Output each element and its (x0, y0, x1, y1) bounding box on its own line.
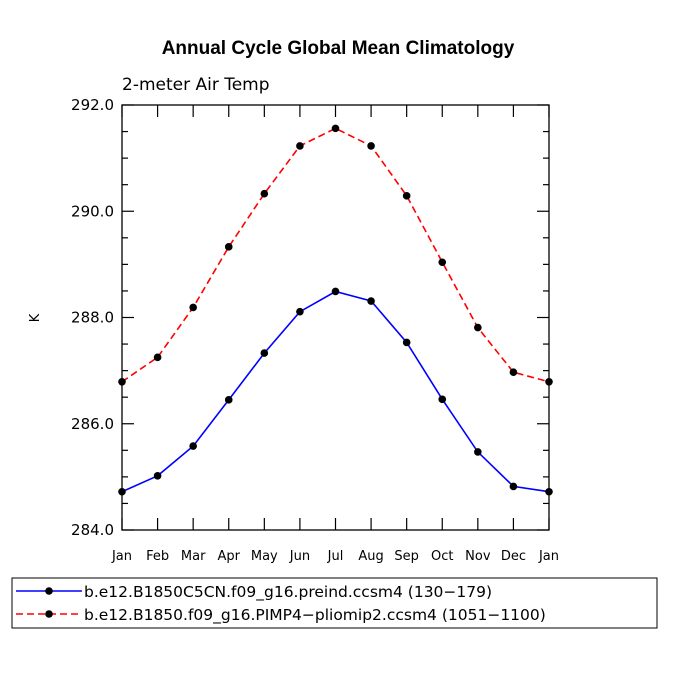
data-point (545, 377, 553, 386)
data-point (118, 377, 126, 386)
data-point (474, 323, 482, 332)
data-point (260, 189, 269, 198)
data-point (260, 349, 269, 357)
y-axis-label: K (28, 313, 43, 322)
data-point (509, 482, 518, 491)
x-tick-label: Mar (181, 549, 206, 564)
data-point (296, 307, 304, 316)
data-point (296, 142, 304, 150)
data-point (474, 448, 482, 456)
series-line-1 (121, 290, 550, 493)
chart-title: Annual Cycle Global Mean Climatology (162, 38, 515, 59)
x-tick-label: Sep (394, 549, 419, 564)
data-point (224, 243, 233, 251)
data-point (402, 192, 411, 200)
data-point (367, 142, 375, 150)
legend-box (11, 577, 658, 629)
x-tick-label: Dec (501, 549, 526, 564)
y-tick-label: 286.0 (71, 415, 114, 433)
y-tick-label: 292.0 (71, 96, 114, 114)
legend-marker (45, 587, 53, 595)
x-tick-label: Feb (146, 549, 169, 564)
data-point (545, 487, 553, 496)
data-point (402, 338, 411, 347)
legend-entry-2: b.e12.B1850.f09_g16.PIMP4−pliomip2.ccsm4… (84, 606, 546, 625)
x-tick-label: Aug (358, 549, 383, 564)
data-point (331, 124, 340, 133)
chart-subtitle: 2-meter Air Temp (122, 75, 270, 95)
data-point (118, 487, 126, 496)
x-tick-label: Jan (538, 549, 559, 564)
x-tick-label: Apr (218, 549, 241, 564)
legend-marker (45, 610, 53, 618)
x-tick-label: Nov (465, 549, 491, 564)
x-tick-label: Jul (327, 549, 344, 564)
data-point (509, 368, 518, 377)
y-tick-label: 288.0 (71, 309, 114, 327)
legend-entry-1: b.e12.B1850C5CN.f09_g16.preind.ccsm4 (13… (84, 583, 492, 602)
data-point (189, 303, 197, 312)
x-tick-label: Jun (289, 549, 310, 564)
data-point (367, 297, 375, 305)
data-point (438, 395, 447, 404)
data-point (153, 353, 162, 362)
x-tick-label: Jan (111, 549, 132, 564)
plot-frame (121, 104, 550, 531)
data-point (331, 287, 340, 296)
y-tick-label: 284.0 (71, 521, 114, 539)
series-line-2 (121, 127, 550, 383)
x-tick-label: Oct (431, 549, 453, 564)
data-point (224, 396, 233, 404)
y-tick-label: 290.0 (71, 202, 114, 220)
x-tick-label: May (251, 549, 278, 564)
data-point (189, 442, 197, 450)
data-point (438, 258, 447, 267)
data-point (153, 472, 162, 480)
